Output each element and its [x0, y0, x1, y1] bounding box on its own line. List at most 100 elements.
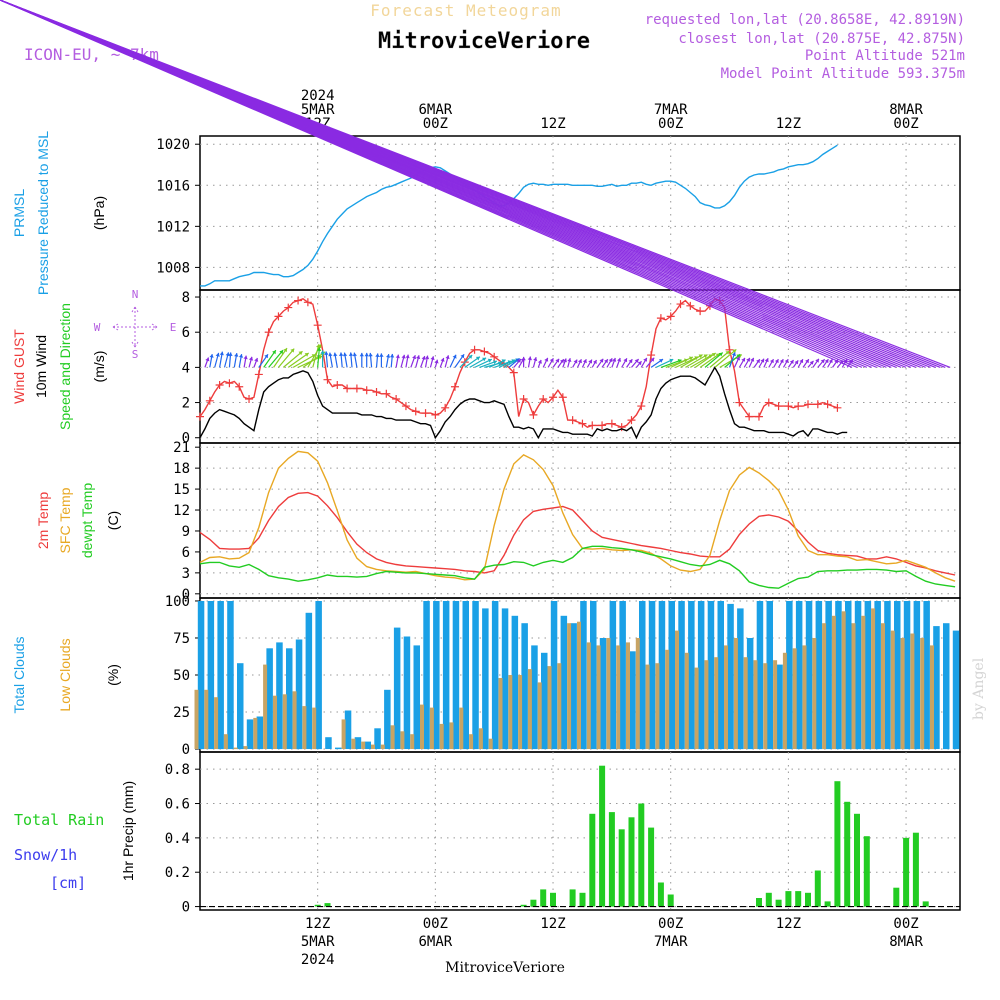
wind-arrow	[0, 0, 951, 368]
wind-arrow	[233, 352, 239, 368]
bar-low-clouds	[675, 630, 679, 750]
panel-pressure: 1008 1012 1016 1020 PRMSL Pressure Reduced to…	[11, 131, 961, 295]
gust-marker	[607, 419, 616, 428]
compass-w: W	[94, 321, 101, 334]
wind-arrow	[562, 358, 567, 368]
y-tick-label: 3	[182, 566, 190, 582]
bar-total-clouds	[717, 601, 724, 750]
bar-total-clouds	[835, 601, 842, 750]
wind-arrow	[209, 353, 214, 368]
bar-low-clouds	[469, 734, 474, 749]
gust-marker	[470, 345, 479, 354]
wind-arrow	[733, 356, 741, 368]
wind-arrow	[317, 347, 322, 368]
panel-temperature: 0 3 6 9 12 15 18 21 2m Temp SFC Temp dewpt Temp (C)	[35, 440, 961, 603]
bar-low-clouds	[655, 663, 660, 750]
panel-frame	[199, 289, 961, 444]
gust-marker	[480, 347, 489, 356]
top-time-label: 6MAR	[418, 102, 452, 118]
bar-low-clouds	[292, 691, 297, 750]
wind-arrow	[685, 354, 708, 368]
gust-marker	[431, 410, 440, 419]
bottom-time-label: 00Z	[893, 916, 918, 932]
bar-low-clouds	[743, 657, 748, 749]
bar-low-clouds	[537, 682, 542, 749]
bar-total-rain	[314, 904, 321, 907]
gust-marker	[392, 395, 401, 404]
bar-total-clouds	[276, 642, 283, 749]
wind-arrow	[359, 352, 364, 368]
bar-total-clouds	[501, 608, 509, 750]
bar-total-clouds	[668, 601, 675, 750]
bar-low-clouds	[606, 638, 611, 750]
panel-label: Pressure Reduced to MSL	[35, 131, 51, 295]
wind-arrow	[606, 358, 613, 368]
bar-total-clouds	[845, 601, 852, 750]
bar-total-clouds	[737, 608, 744, 750]
wind-arrow	[552, 358, 560, 368]
wind-arrow	[631, 358, 640, 368]
gust-marker	[735, 398, 744, 407]
bar-low-clouds	[792, 648, 797, 749]
bar-low-clouds	[302, 706, 307, 749]
top-time-label: 8MAR	[889, 102, 923, 118]
bar-total-clouds	[403, 636, 411, 749]
y-tick-label: 25	[173, 705, 190, 721]
bar-total-clouds	[933, 626, 940, 749]
gust-marker	[245, 395, 254, 404]
gust-marker	[578, 419, 587, 428]
wind-arrow	[400, 354, 406, 368]
gust-marker	[294, 296, 303, 305]
gust-marker	[656, 314, 665, 323]
bar-total-clouds	[423, 601, 430, 750]
bar-total-clouds	[374, 728, 381, 749]
series-line-10m-wind	[199, 365, 848, 440]
wind-arrow	[375, 353, 380, 368]
bar-total-clouds	[472, 601, 479, 750]
compass-s: S	[132, 348, 139, 361]
y-axis-label: (%)	[105, 664, 121, 686]
wind-arrow	[611, 357, 617, 368]
wind-arrow	[277, 348, 295, 368]
gust-marker	[588, 421, 597, 430]
wind-arrow	[601, 358, 609, 368]
gust-marker	[235, 382, 244, 391]
wind-arrow	[645, 357, 655, 368]
bar-total-clouds	[874, 601, 881, 750]
bar-low-clouds	[871, 608, 876, 750]
bar-total-clouds	[648, 601, 656, 750]
gust-marker	[666, 312, 675, 321]
bar-low-clouds	[930, 645, 934, 750]
wind-arrow	[390, 353, 395, 368]
y-tick-label: 0	[182, 742, 190, 758]
bar-total-rain	[540, 889, 547, 907]
bar-total-clouds	[795, 601, 803, 750]
wind-arrow	[513, 358, 522, 368]
wind-arrow	[405, 354, 410, 368]
bottom-time-label: 12Z	[305, 916, 330, 932]
gust-marker	[333, 380, 342, 389]
gust-marker	[725, 345, 734, 354]
wind-arrow	[287, 352, 310, 368]
bar-total-rain	[324, 903, 331, 907]
bar-low-clouds	[380, 744, 385, 749]
wind-arrow	[738, 357, 746, 368]
gust-marker	[647, 351, 656, 360]
wind-arrow	[699, 353, 721, 368]
bar-low-clouds	[812, 638, 817, 750]
compass-n: N	[132, 288, 139, 301]
bottom-time-label: 12Z	[540, 916, 565, 932]
top-time-label: 7MAR	[654, 102, 688, 118]
panel-label: [cm]	[50, 874, 86, 892]
bar-low-clouds	[596, 645, 601, 750]
bar-low-clouds	[831, 615, 836, 750]
bar-total-clouds	[462, 601, 469, 750]
bar-low-clouds	[361, 741, 366, 749]
bar-low-clouds	[527, 669, 532, 750]
wind-arrow	[591, 359, 598, 368]
bar-total-clouds	[884, 601, 891, 750]
wind-arrow	[577, 358, 582, 368]
y-tick-label: 100	[165, 594, 190, 610]
gust-marker	[215, 380, 224, 389]
